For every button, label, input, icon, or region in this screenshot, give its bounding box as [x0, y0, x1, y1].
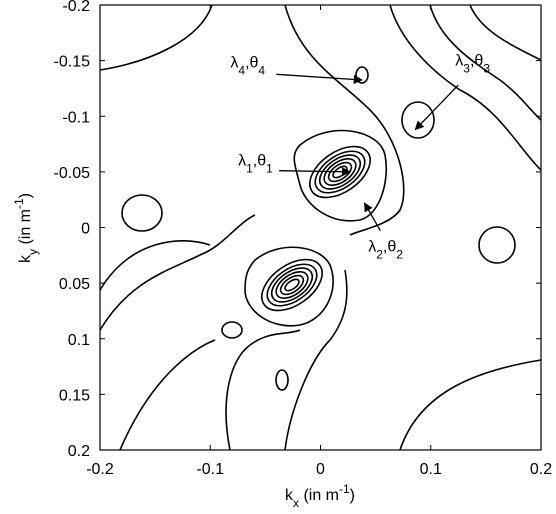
- y-label-part: -1: [12, 198, 26, 209]
- y-tick-label: 0.05: [59, 276, 90, 293]
- annotation-label: λ3,θ3: [455, 53, 490, 76]
- annotation-part: 2: [376, 247, 383, 261]
- y-tick-label: 0: [81, 221, 90, 238]
- annotation-arrow: [276, 73, 363, 84]
- x-axis-label: kx (in m-1): [285, 482, 355, 510]
- annotation-part: 3: [463, 62, 470, 76]
- y-label-part: y: [26, 249, 40, 255]
- annotation-part: ,θ: [383, 238, 396, 255]
- y-tick-label: -0.05: [54, 165, 91, 182]
- annotation-part: λ: [455, 53, 463, 70]
- x-tick-label: 0.1: [420, 461, 442, 478]
- y-tick-label: 0.2: [68, 443, 90, 460]
- x-label-part: k: [285, 487, 294, 504]
- y-tick-label: -0.15: [54, 54, 91, 71]
- annotation-part: ,θ: [245, 55, 258, 72]
- annotation-label: λ2,θ2: [368, 238, 403, 261]
- y-tick-label: 0.15: [59, 387, 90, 404]
- x-tick-label: -0.2: [86, 461, 114, 478]
- x-label-part: -1: [339, 482, 350, 496]
- annotation-arrow: [364, 202, 381, 232]
- y-tick-label: 0.1: [68, 332, 90, 349]
- plot-frame: [99, 4, 542, 451]
- y-label-part: (in m: [17, 209, 34, 249]
- x-label-part: x: [293, 496, 299, 510]
- contour-lines: [100, 5, 541, 450]
- x-tick-label: 0.2: [530, 461, 552, 478]
- annotation-arrow: [279, 167, 352, 177]
- x-tick-label: -0.1: [196, 461, 224, 478]
- annotation-label: λ4,θ4: [230, 55, 265, 78]
- y-label-part: ): [17, 193, 34, 198]
- annotation-label: λ1,θ1: [238, 153, 273, 176]
- y-label-part: k: [17, 254, 34, 263]
- annotation-arrow: [414, 84, 459, 131]
- x-label-part: (in m: [299, 487, 339, 504]
- annotation-part: 4: [258, 64, 265, 78]
- annotation-part: 3: [483, 62, 490, 76]
- annotation-part: λ: [230, 55, 238, 72]
- annotation-part: 1: [266, 162, 273, 176]
- annotation-part: ,θ: [470, 53, 483, 70]
- x-label-part: ): [350, 487, 355, 504]
- y-tick-label: -0.1: [62, 109, 90, 126]
- y-tick-label: -0.2: [62, 0, 90, 15]
- annotation-part: 1: [246, 162, 253, 176]
- y-axis-label: ky (in m-1): [12, 193, 40, 263]
- x-tick-label: 0: [316, 461, 325, 478]
- annotation-part: λ: [238, 153, 246, 170]
- annotation-part: 2: [396, 247, 403, 261]
- annotation-part: ,θ: [253, 153, 266, 170]
- annotation-part: λ: [368, 238, 376, 255]
- annotation-part: 4: [238, 64, 245, 78]
